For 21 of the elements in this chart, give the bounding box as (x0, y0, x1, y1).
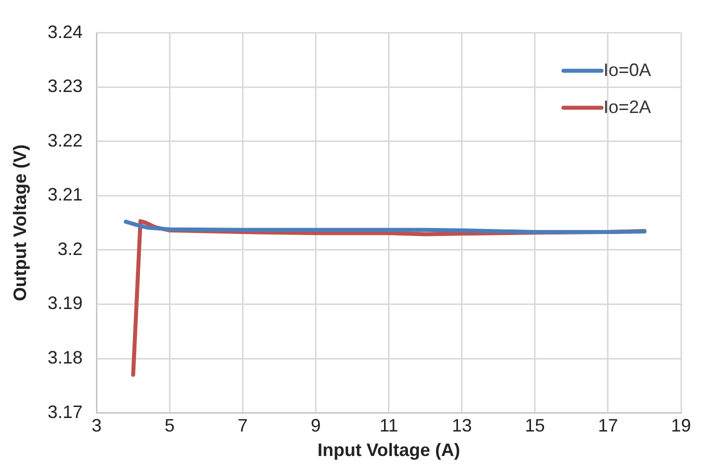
x-tick-label: 19 (670, 416, 692, 436)
y-tick-label: 3.22 (48, 130, 83, 150)
x-tick-label: 7 (238, 416, 248, 436)
x-tick-label: 17 (598, 416, 618, 436)
y-tick-label: 3.19 (48, 293, 83, 314)
y-tick-label: 3.24 (48, 22, 83, 42)
y-axis-title: Output Voltage (V) (10, 144, 30, 302)
y-tick-label: 3.18 (48, 347, 83, 368)
x-tick-label: 13 (452, 416, 472, 436)
y-tick-label: 3.23 (48, 76, 83, 96)
x-tick-label: 11 (379, 416, 398, 436)
x-axis-title: Input Voltage (A) (317, 440, 460, 460)
x-tick-label: 9 (310, 416, 321, 436)
legend-label: Io=0A (603, 60, 652, 80)
y-tick-label: 3.17 (48, 402, 83, 422)
x-tick-label: 15 (524, 416, 545, 436)
legend-label: Io=2A (603, 96, 652, 117)
y-tick-label: 3.21 (48, 184, 83, 205)
x-tick-label: 5 (164, 416, 175, 436)
x-tick-label: 3 (92, 416, 102, 436)
y-tick-label: 3.2 (58, 238, 83, 259)
